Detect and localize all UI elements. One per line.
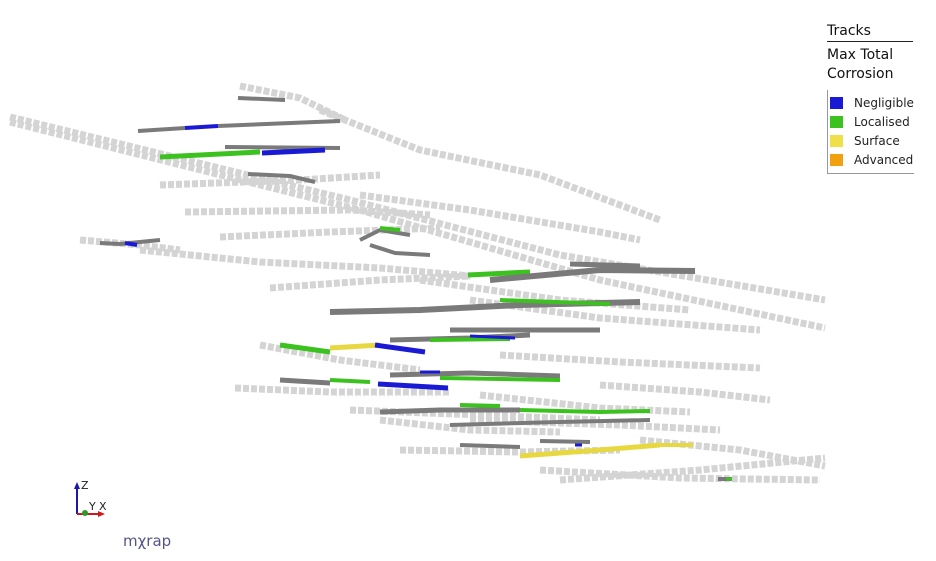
track-localised: [519, 408, 651, 414]
ghost-tunnel: [9, 118, 826, 332]
ghost-tunnel: [269, 272, 471, 292]
legend-swatch-surface: [830, 134, 843, 147]
legend-label-surface: Surface: [854, 133, 900, 148]
track-surveyed: [369, 243, 431, 257]
track-surveyed: [459, 443, 521, 449]
ghost-tunnel: [419, 276, 691, 314]
ghost-tunnel: [184, 206, 431, 219]
legend-label-negligible: Negligible: [854, 95, 914, 110]
ghost-tunnel: [318, 106, 662, 224]
y-axis-label: Y: [88, 500, 96, 513]
ghost-tunnel: [479, 391, 691, 416]
track-localised: [429, 337, 511, 342]
track-surveyed: [137, 126, 186, 133]
track-surveyed: [279, 377, 331, 386]
ghost-tunnel: [219, 224, 441, 241]
app-logo: mχrap: [123, 532, 172, 550]
ghost-tunnel: [139, 246, 471, 280]
legend-label-localised: Localised: [854, 114, 910, 129]
legend-swatch-localised: [830, 115, 843, 128]
legend-swatch-advanced: [830, 153, 843, 166]
track-localised: [279, 342, 331, 355]
legend-label-advanced: Advanced: [854, 152, 914, 167]
track-negligible: [261, 147, 326, 156]
legend-subtitle-line1: Max Total: [827, 47, 894, 63]
track-surveyed: [489, 267, 696, 283]
legend-subtitle-line2: Corrosion: [827, 66, 894, 82]
x-axis-label: X: [99, 500, 107, 513]
ghost-tunnel: [359, 191, 641, 244]
track-localised: [499, 298, 611, 306]
track-surveyed: [379, 407, 520, 415]
legend-swatch-negligible: [830, 96, 843, 109]
surveyed-tracks: [99, 96, 732, 481]
track-localised: [379, 226, 401, 232]
ghost-tunnel-network: [9, 82, 826, 484]
z-axis-arrow-icon: [74, 482, 80, 489]
ghost-tunnel: [379, 416, 561, 436]
legend-title: Tracks: [827, 23, 871, 39]
track-surveyed: [449, 418, 651, 427]
track-surface: [519, 442, 661, 459]
y-axis-dot-icon: [82, 510, 88, 516]
ghost-tunnel: [9, 113, 826, 304]
z-axis-label: Z: [81, 479, 89, 492]
track-localised: [467, 269, 531, 278]
track-negligible: [124, 241, 138, 247]
legend-panel: Tracks Max Total Corrosion Negligible Lo…: [827, 22, 917, 174]
orientation-axes: Z Y X: [74, 479, 107, 517]
legend-item-negligible: Negligible: [830, 93, 914, 112]
track-surveyed: [539, 439, 591, 444]
track-surveyed: [389, 370, 561, 379]
legend-item-localised: Localised: [830, 112, 914, 131]
ghost-tunnel: [599, 381, 771, 404]
track-negligible: [469, 334, 516, 340]
legend-item-advanced: Advanced: [830, 150, 914, 169]
track-negligible: [374, 342, 426, 355]
track-localised: [459, 403, 501, 408]
track-surveyed: [237, 96, 286, 102]
ghost-tunnel: [239, 82, 347, 124]
track-localised: [329, 378, 371, 384]
legend-divider: [827, 41, 913, 42]
legend-item-surface: Surface: [830, 131, 914, 150]
track-surveyed: [99, 238, 161, 246]
track-localised: [159, 149, 261, 160]
track-surveyed: [217, 119, 341, 128]
legend-items: Negligible Localised Surface Advanced: [827, 90, 914, 174]
track-surface: [329, 342, 381, 351]
ghost-tunnel: [499, 351, 761, 372]
track-negligible: [377, 381, 449, 391]
ghost-tunnel: [539, 466, 821, 484]
track-surveyed: [247, 172, 316, 184]
ghost-tunnel: [259, 341, 421, 374]
track-negligible: [184, 124, 219, 130]
ghost-tunnel: [79, 236, 181, 254]
ghost-tunnel: [559, 454, 826, 484]
x-axis-arrow-icon: [98, 511, 105, 517]
track-surveyed: [569, 261, 641, 269]
track-localised: [439, 376, 561, 382]
